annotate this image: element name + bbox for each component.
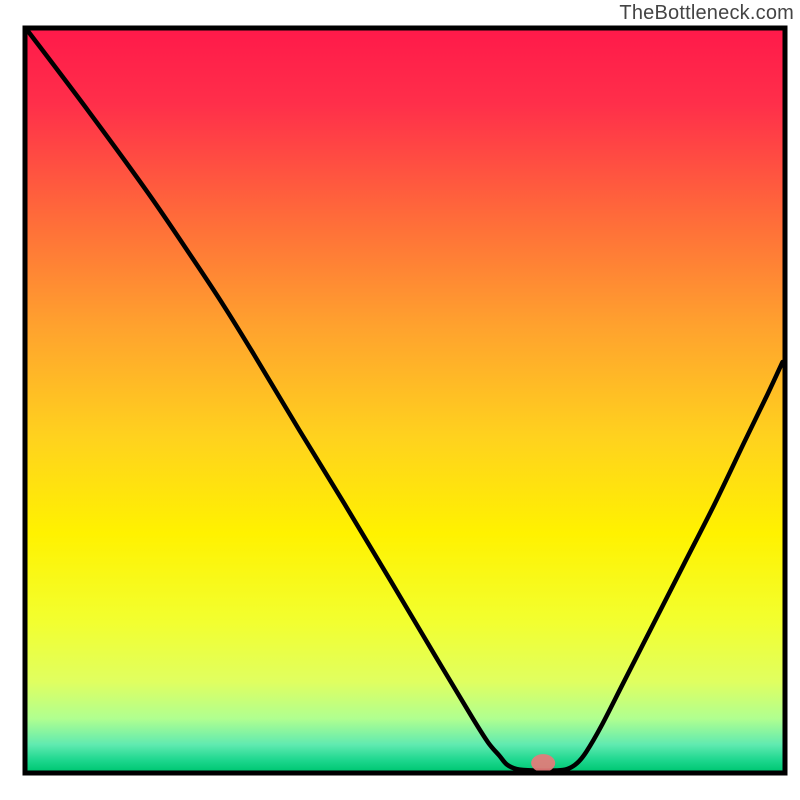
watermark-text: TheBottleneck.com [619, 2, 794, 25]
chart-background-gradient [28, 31, 783, 771]
bottleneck-chart [0, 0, 800, 800]
optimal-point-marker [531, 754, 555, 772]
